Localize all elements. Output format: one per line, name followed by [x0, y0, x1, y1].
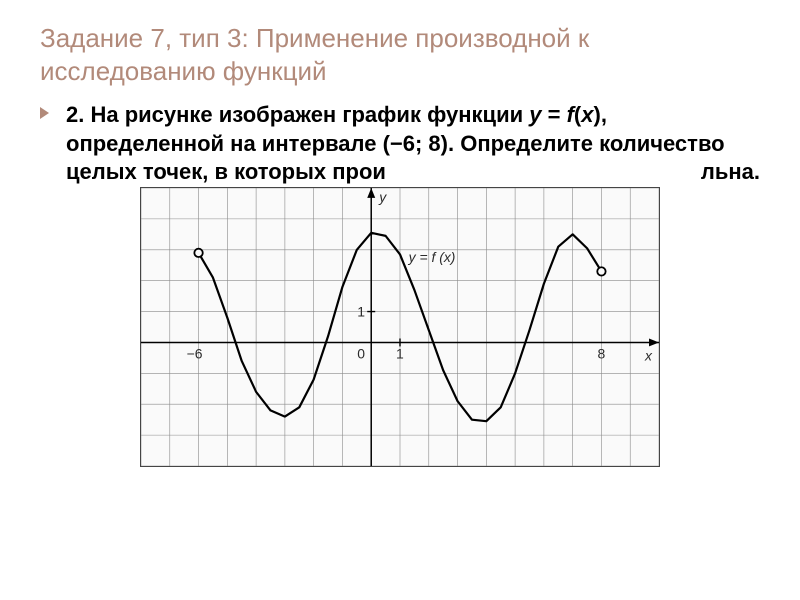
fn-x: x [581, 102, 593, 127]
bullet-icon [40, 107, 49, 119]
svg-text:y = f (x): y = f (x) [408, 249, 456, 265]
text-prefix: 2. На рисунке изображен график функции [66, 102, 529, 127]
text-tail: льна. [701, 158, 760, 187]
title-block: Задание 7, тип 3: Применение производной… [40, 22, 760, 87]
svg-text:8: 8 [597, 345, 605, 361]
svg-text:1: 1 [357, 303, 365, 319]
svg-text:1: 1 [396, 345, 404, 361]
paren-close: ) [593, 102, 600, 127]
slide: Задание 7, тип 3: Применение производной… [0, 0, 800, 487]
function-graph: y x 0 1 8 −6 1 y = f (x) [140, 187, 660, 467]
svg-text:y: y [378, 189, 387, 205]
svg-text:0: 0 [357, 345, 365, 361]
slide-title: Задание 7, тип 3: Применение производной… [40, 22, 760, 87]
body-block: 2. На рисунке изображен график функции y… [40, 101, 760, 187]
svg-text:−6: −6 [187, 345, 203, 361]
problem-text: 2. На рисунке изображен график функции y… [66, 101, 760, 187]
chart-container: y x 0 1 8 −6 1 y = f (x) [40, 187, 760, 467]
svg-text:x: x [644, 347, 653, 363]
fn-f: f [567, 102, 574, 127]
text-eq: = [542, 102, 567, 127]
fn-y: y [529, 102, 541, 127]
